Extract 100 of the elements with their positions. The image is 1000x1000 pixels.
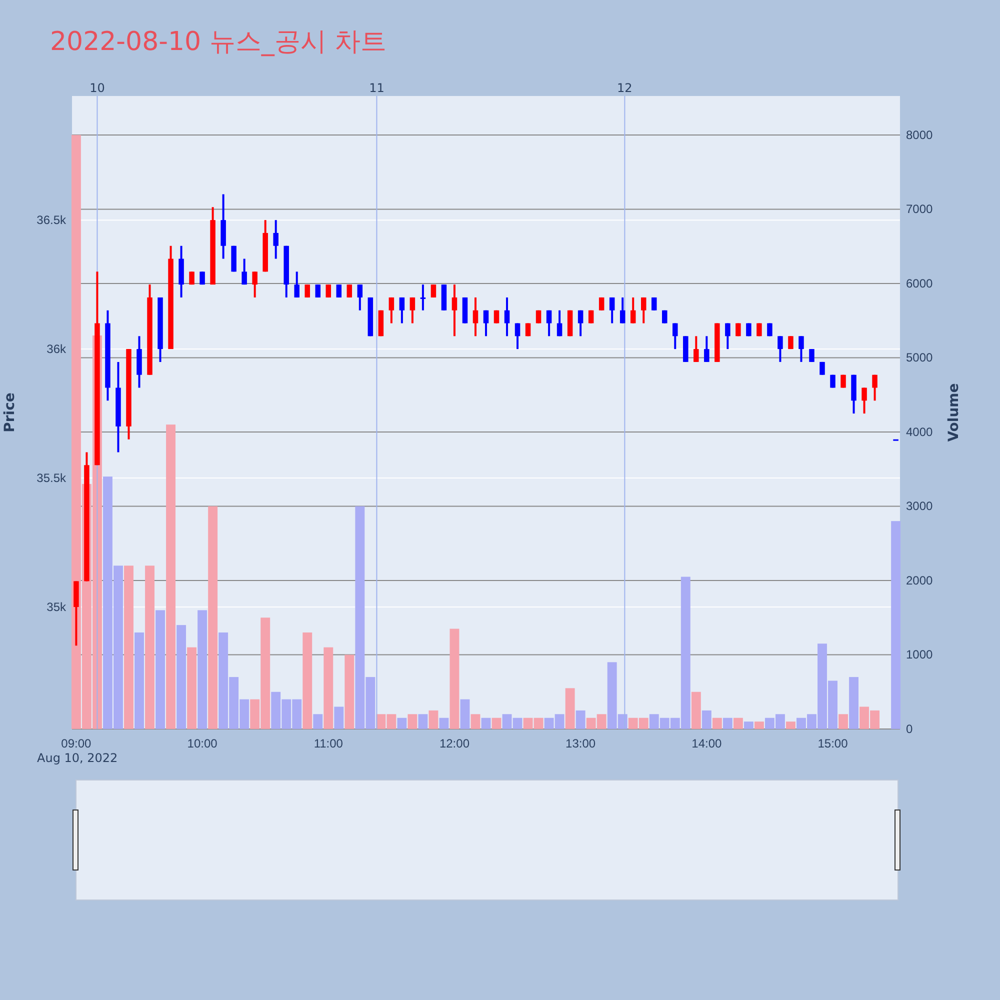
candlestick bbox=[472, 296, 478, 338]
candlestick bbox=[694, 335, 699, 363]
bar bbox=[722, 718, 732, 729]
bar bbox=[733, 718, 743, 729]
x-tick-label: 12:00 bbox=[439, 736, 470, 751]
y2-axis-title: Volume bbox=[946, 383, 962, 442]
candlestick bbox=[798, 335, 804, 363]
candlestick bbox=[588, 309, 594, 324]
candlestick bbox=[620, 296, 626, 324]
candlestick bbox=[788, 335, 794, 350]
candlestick bbox=[420, 284, 426, 312]
x-tick-label: 14:00 bbox=[692, 736, 722, 751]
ref-line-label: 12 bbox=[617, 81, 632, 95]
bar bbox=[208, 506, 218, 729]
text: Aug 10, 2022 bbox=[37, 751, 118, 765]
candlestick bbox=[546, 309, 552, 338]
bar bbox=[344, 654, 354, 729]
bar bbox=[492, 718, 502, 729]
bar bbox=[470, 714, 480, 729]
bar bbox=[576, 710, 586, 729]
candlestick bbox=[326, 284, 332, 298]
candlestick bbox=[410, 296, 416, 324]
candlestick bbox=[872, 374, 878, 402]
bar bbox=[198, 610, 208, 729]
bar bbox=[176, 625, 186, 729]
y-axis-title: Price bbox=[2, 392, 18, 432]
y2-tick-label: 8000 bbox=[906, 128, 934, 142]
candlestick bbox=[504, 296, 510, 338]
candlestick bbox=[273, 219, 278, 260]
bar bbox=[156, 610, 165, 729]
candlestick bbox=[556, 309, 562, 338]
candlestick bbox=[430, 284, 436, 298]
candlestick bbox=[704, 335, 710, 363]
y2-tick-label: 5000 bbox=[906, 350, 934, 365]
candlestick bbox=[336, 284, 342, 298]
bar bbox=[313, 714, 323, 729]
bar bbox=[712, 718, 722, 729]
candlestick bbox=[189, 270, 194, 286]
candlestick bbox=[640, 296, 646, 324]
bar bbox=[481, 718, 491, 729]
bar bbox=[786, 722, 796, 729]
bar bbox=[450, 628, 460, 729]
candlestick bbox=[536, 309, 542, 324]
candlestick bbox=[598, 296, 604, 312]
chart-title: 2022-08-10 뉴스_공시 차트 bbox=[50, 27, 387, 57]
bar bbox=[145, 566, 154, 729]
bar bbox=[702, 710, 712, 729]
candlestick bbox=[651, 296, 657, 312]
bar bbox=[134, 632, 144, 729]
bar bbox=[754, 722, 764, 729]
candlestick bbox=[609, 296, 615, 324]
bar bbox=[838, 714, 848, 729]
y-tick-label: 36.5k bbox=[36, 212, 67, 227]
candlestick bbox=[820, 360, 825, 376]
y2-tick-label: 4000 bbox=[906, 424, 934, 439]
y2-tick-label: 6000 bbox=[906, 276, 934, 290]
candlestick bbox=[578, 309, 584, 338]
candlestick bbox=[252, 270, 258, 298]
candlestick bbox=[294, 270, 300, 298]
bar bbox=[691, 692, 701, 729]
bar bbox=[849, 677, 858, 729]
candlestick bbox=[662, 309, 668, 324]
candlestick bbox=[200, 270, 205, 286]
bar bbox=[324, 647, 334, 729]
bar bbox=[187, 647, 197, 729]
candlestick bbox=[346, 284, 352, 298]
bar bbox=[428, 710, 438, 729]
bar bbox=[891, 521, 901, 729]
x-tick-label: 09:00 bbox=[61, 736, 92, 751]
y2-tick-label: 2000 bbox=[906, 573, 934, 588]
x-tick-label: 11:00 bbox=[314, 736, 344, 751]
y2-tick-label: 3000 bbox=[906, 499, 934, 514]
bar bbox=[302, 632, 312, 729]
bar bbox=[397, 718, 407, 729]
candlestick bbox=[725, 322, 730, 350]
y-tick-label: 35k bbox=[46, 600, 67, 614]
bar bbox=[124, 566, 134, 729]
candlestick bbox=[494, 309, 500, 324]
candlestick bbox=[778, 335, 783, 363]
candlestick bbox=[514, 322, 520, 350]
candlestick bbox=[242, 258, 247, 286]
candlestick bbox=[483, 309, 489, 338]
candlestick bbox=[630, 296, 636, 324]
y2-tick-label: 7000 bbox=[906, 202, 934, 216]
bar bbox=[439, 718, 449, 729]
y2-tick-label: 0 bbox=[906, 722, 913, 736]
x-tick-label: 13:00 bbox=[566, 736, 596, 751]
candlestick bbox=[672, 322, 678, 350]
bar bbox=[744, 722, 754, 729]
bar bbox=[334, 706, 344, 729]
candlestick bbox=[399, 296, 405, 324]
bar bbox=[418, 714, 428, 729]
x-tick-label: 15:00 bbox=[818, 736, 848, 751]
x-tick-label: 10:00 bbox=[187, 736, 218, 751]
bar bbox=[460, 699, 470, 729]
candlestick bbox=[862, 386, 867, 415]
ref-line-label: 11 bbox=[369, 81, 384, 95]
candlestick bbox=[388, 296, 394, 324]
y-tick-label: 35.5k bbox=[36, 470, 67, 485]
ref-line-label: 10 bbox=[90, 81, 105, 95]
